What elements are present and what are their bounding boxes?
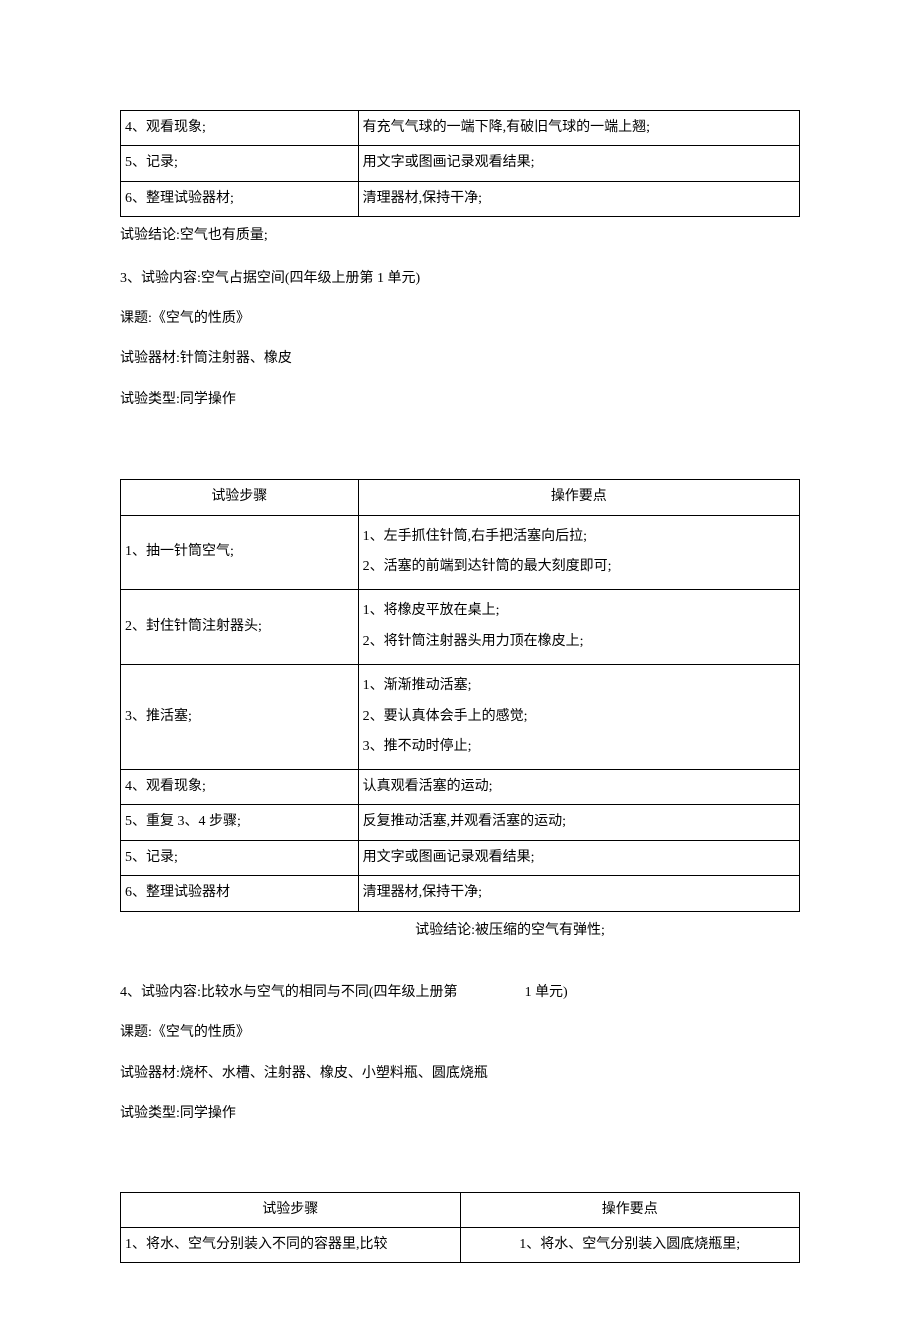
section-4-title-b: 1 单元): [525, 985, 568, 1000]
table-row: 1、将水、空气分别装入不同的容器里,比较 1、将水、空气分别装入圆底烧瓶里;: [121, 1228, 800, 1263]
section-4-topic: 课题:《空气的性质》: [120, 1022, 800, 1044]
point-cell: 1、将橡皮平放在桌上;2、将针筒注射器头用力顶在橡皮上;: [358, 590, 799, 665]
section-3-materials: 试验器材:针筒注射器、橡皮: [120, 348, 800, 370]
table-row: 1、抽一针筒空气; 1、左手抓住针筒,右手把活塞向后拉;2、活塞的前端到达针筒的…: [121, 515, 800, 590]
table-row: 2、封住针筒注射器头; 1、将橡皮平放在桌上;2、将针筒注射器头用力顶在橡皮上;: [121, 590, 800, 665]
experiment-table-2: 试验步骤 操作要点 1、抽一针筒空气; 1、左手抓住针筒,右手把活塞向后拉;2、…: [120, 479, 800, 912]
step-cell: 4、观看现象;: [121, 770, 359, 805]
header-step: 试验步骤: [121, 1192, 461, 1227]
point-cell: 清理器材,保持干净;: [358, 876, 799, 911]
point-cell: 1、将水、空气分别装入圆底烧瓶里;: [460, 1228, 800, 1263]
point-cell: 清理器材,保持干净;: [358, 181, 799, 216]
step-cell: 4、观看现象;: [121, 111, 359, 146]
section-4-materials: 试验器材:烧杯、水槽、注射器、橡皮、小塑料瓶、圆底烧瓶: [120, 1063, 800, 1085]
section-3-type: 试验类型:同学操作: [120, 389, 800, 411]
section-3-topic: 课题:《空气的性质》: [120, 308, 800, 330]
table-row: 5、重复 3、4 步骤; 反复推动活塞,并观看活塞的运动;: [121, 805, 800, 840]
point-cell: 用文字或图画记录观看结果;: [358, 146, 799, 181]
experiment-table-1: 4、观看现象; 有充气气球的一端下降,有破旧气球的一端上翘; 5、记录; 用文字…: [120, 110, 800, 217]
step-cell: 1、将水、空气分别装入不同的容器里,比较: [121, 1228, 461, 1263]
section-4-title: 4、试验内容:比较水与空气的相同与不同(四年级上册第 1 单元): [120, 982, 800, 1004]
header-step: 试验步骤: [121, 480, 359, 515]
step-cell: 1、抽一针筒空气;: [121, 515, 359, 590]
table-row: 5、记录; 用文字或图画记录观看结果;: [121, 146, 800, 181]
header-point: 操作要点: [358, 480, 799, 515]
step-cell: 6、整理试验器材;: [121, 181, 359, 216]
section-3-title: 3、试验内容:空气占据空间(四年级上册第 1 单元): [120, 268, 800, 290]
step-cell: 5、记录;: [121, 840, 359, 875]
step-cell: 3、推活塞;: [121, 664, 359, 769]
conclusion-1: 试验结论:空气也有质量;: [120, 225, 800, 247]
experiment-table-3: 试验步骤 操作要点 1、将水、空气分别装入不同的容器里,比较 1、将水、空气分别…: [120, 1192, 800, 1264]
table-row: 3、推活塞; 1、渐渐推动活塞;2、要认真体会手上的感觉;3、推不动时停止;: [121, 664, 800, 769]
point-cell: 反复推动活塞,并观看活塞的运动;: [358, 805, 799, 840]
step-cell: 2、封住针筒注射器头;: [121, 590, 359, 665]
conclusion-2: 试验结论:被压缩的空气有弹性;: [120, 920, 800, 942]
step-cell: 6、整理试验器材: [121, 876, 359, 911]
header-point: 操作要点: [460, 1192, 800, 1227]
table-row: 5、记录; 用文字或图画记录观看结果;: [121, 840, 800, 875]
table-row: 6、整理试验器材; 清理器材,保持干净;: [121, 181, 800, 216]
point-cell: 认真观看活塞的运动;: [358, 770, 799, 805]
step-cell: 5、记录;: [121, 146, 359, 181]
section-4-type: 试验类型:同学操作: [120, 1103, 800, 1125]
table-row: 4、观看现象; 有充气气球的一端下降,有破旧气球的一端上翘;: [121, 111, 800, 146]
point-cell: 1、渐渐推动活塞;2、要认真体会手上的感觉;3、推不动时停止;: [358, 664, 799, 769]
table-row: 6、整理试验器材 清理器材,保持干净;: [121, 876, 800, 911]
table-row: 4、观看现象; 认真观看活塞的运动;: [121, 770, 800, 805]
section-4-title-a: 4、试验内容:比较水与空气的相同与不同(四年级上册第: [120, 982, 458, 1004]
step-cell: 5、重复 3、4 步骤;: [121, 805, 359, 840]
point-cell: 用文字或图画记录观看结果;: [358, 840, 799, 875]
point-cell: 1、左手抓住针筒,右手把活塞向后拉;2、活塞的前端到达针筒的最大刻度即可;: [358, 515, 799, 590]
table-header-row: 试验步骤 操作要点: [121, 1192, 800, 1227]
table-header-row: 试验步骤 操作要点: [121, 480, 800, 515]
point-cell: 有充气气球的一端下降,有破旧气球的一端上翘;: [358, 111, 799, 146]
